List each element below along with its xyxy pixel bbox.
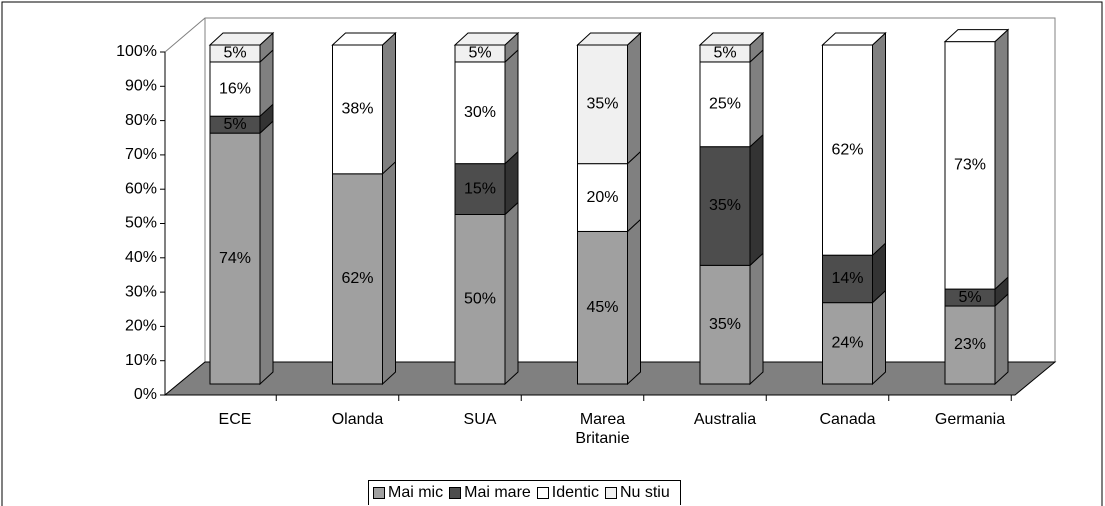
- data-label: 35%: [709, 197, 741, 214]
- bar-side: [504, 48, 519, 165]
- bar: [454, 61, 506, 165]
- legend-swatch: [604, 487, 617, 499]
- y-tick-label: 10%: [125, 352, 157, 369]
- y-tick-label: 50%: [125, 215, 157, 232]
- x-tick-label: Germania: [934, 411, 1006, 428]
- bar-side: [382, 31, 396, 175]
- bar: [822, 44, 873, 256]
- legend-item: Identic: [536, 484, 599, 502]
- data-label: 5%: [713, 45, 736, 62]
- bar: [699, 146, 751, 266]
- data-label: 5%: [223, 45, 246, 62]
- bar-side: [382, 160, 396, 386]
- bar: [944, 41, 996, 290]
- data-label: 16%: [219, 80, 251, 97]
- y-tick-label: 60%: [125, 180, 157, 197]
- y-tick-label: 40%: [125, 249, 157, 266]
- bar-side: [749, 252, 764, 386]
- bar-side: [749, 133, 764, 267]
- legend-item: Nu stiu: [604, 484, 670, 502]
- bar: [822, 302, 873, 385]
- bar: [332, 173, 383, 385]
- data-label: 50%: [464, 290, 496, 307]
- bar-top: [208, 32, 275, 46]
- data-label: 38%: [341, 101, 373, 118]
- data-label: 73%: [954, 157, 986, 174]
- bar-side: [749, 48, 764, 148]
- bar: [577, 163, 628, 232]
- legend-label: Mai mic: [388, 484, 444, 501]
- bar: [699, 264, 751, 385]
- data-label: 5%: [958, 289, 981, 306]
- data-label: 14%: [831, 270, 863, 287]
- data-label: 15%: [464, 180, 496, 197]
- x-tick-label: ECE: [218, 411, 252, 428]
- bar: [332, 44, 383, 175]
- bar-top: [821, 32, 887, 46]
- bar-side: [504, 201, 519, 386]
- data-label: 35%: [586, 96, 618, 113]
- bar: [577, 230, 628, 385]
- bar-side: [627, 218, 641, 386]
- legend-label: Nu stiu: [619, 484, 670, 501]
- bar-side: [872, 289, 886, 386]
- y-tick-label: 80%: [125, 112, 157, 129]
- legend-item: Mai mare: [449, 484, 531, 502]
- x-tick-label: Australia: [693, 411, 757, 428]
- data-label: 23%: [954, 336, 986, 353]
- legend-swatch: [373, 487, 385, 499]
- bar-top: [698, 32, 765, 46]
- data-label: 30%: [464, 104, 496, 121]
- bar-top: [331, 32, 397, 46]
- y-tick-label: 100%: [116, 43, 157, 60]
- legend-item: Mai mic: [373, 484, 443, 502]
- x-tick-label: Olanda: [331, 411, 384, 428]
- data-label: 24%: [831, 335, 863, 352]
- data-label: 5%: [468, 45, 491, 62]
- bar: [454, 214, 506, 385]
- bar-side: [872, 31, 886, 257]
- data-label: 45%: [586, 299, 618, 316]
- bar-side: [627, 31, 641, 165]
- bar-top: [453, 32, 520, 46]
- data-label: 5%: [223, 116, 246, 133]
- legend: Mai mic Mai mare Identic Nu stiu: [368, 480, 681, 505]
- x-tick-label: SUA: [463, 411, 497, 428]
- data-label: 20%: [586, 189, 618, 206]
- y-tick-label: 30%: [125, 283, 157, 300]
- legend-swatch: [536, 487, 549, 499]
- bar: [577, 44, 628, 165]
- bar: [209, 132, 261, 385]
- data-label: 35%: [709, 316, 741, 333]
- bar-side: [259, 119, 274, 386]
- legend-label: Mai mare: [464, 484, 531, 501]
- bar-side: [627, 150, 641, 233]
- bar-side: [994, 292, 1009, 386]
- bar: [209, 61, 261, 117]
- data-label: 74%: [219, 250, 251, 267]
- data-label: 62%: [831, 141, 863, 158]
- data-label: 25%: [709, 96, 741, 113]
- x-tick-label: Marea Britanie: [575, 411, 630, 447]
- bar-top: [943, 29, 1010, 43]
- bar: [699, 61, 751, 148]
- legend-label: Identic: [551, 484, 599, 501]
- y-tick-label: 0%: [134, 386, 157, 403]
- bar: [454, 163, 506, 215]
- bar-side: [994, 28, 1009, 291]
- x-tick-label: Canada: [819, 411, 876, 428]
- data-label: 62%: [341, 270, 373, 287]
- legend-swatch: [449, 487, 462, 499]
- y-tick-label: 70%: [125, 146, 157, 163]
- bar: [822, 254, 873, 304]
- bar-top: [576, 32, 642, 46]
- y-tick-label: 20%: [125, 318, 157, 335]
- y-tick-label: 90%: [125, 78, 157, 95]
